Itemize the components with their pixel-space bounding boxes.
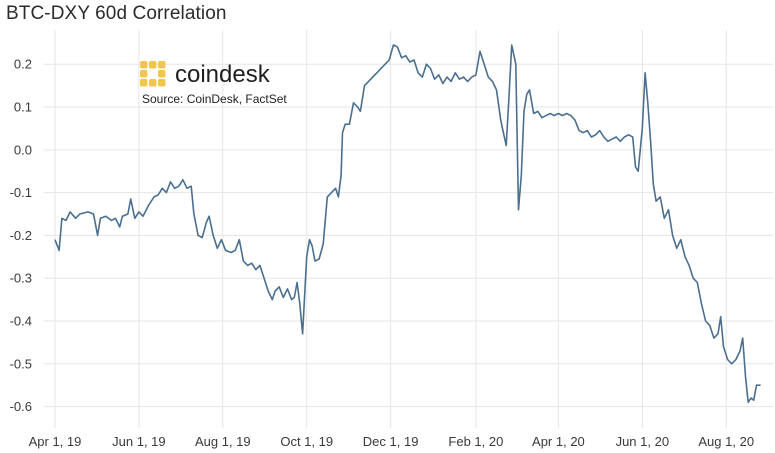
logo-square <box>158 79 166 87</box>
gridlines <box>44 30 773 428</box>
y-tick-label: 0.1 <box>14 100 32 115</box>
y-tick-label: -0.6 <box>10 399 32 414</box>
x-tick-label: Feb 1, 20 <box>448 434 503 449</box>
y-tick-label: 0.2 <box>14 57 32 72</box>
y-axis-tick-labels: 0.2 0.1 0.0 -0.1 -0.2 -0.3 -0.4 -0.5 -0.6 <box>10 57 32 414</box>
logo-square <box>149 79 157 87</box>
x-tick-label: Apr 1, 20 <box>532 434 585 449</box>
chart-title: BTC-DXY 60d Correlation <box>6 3 227 24</box>
coindesk-logo-icon <box>140 61 166 87</box>
x-tick-label: Dec 1, 19 <box>363 434 419 449</box>
coindesk-logo: coindesk <box>140 61 271 88</box>
series-line <box>54 44 761 404</box>
logo-square <box>158 70 166 78</box>
x-tick-label: Oct 1, 19 <box>280 434 333 449</box>
x-tick-label: Jun 1, 19 <box>112 434 166 449</box>
series-layer <box>54 44 761 404</box>
x-tick-label: Apr 1, 19 <box>29 434 82 449</box>
y-tick-label: 0.0 <box>14 142 32 157</box>
y-tick-label: -0.3 <box>10 271 32 286</box>
x-axis-tick-labels: Apr 1, 19 Jun 1, 19 Aug 1, 19 Oct 1, 19 Dec … <box>29 434 754 449</box>
x-tick-label: Aug 1, 19 <box>195 434 251 449</box>
x-tick-label: Jun 1, 20 <box>616 434 670 449</box>
logo-square <box>140 70 148 78</box>
source-note: Source: CoinDesk, FactSet <box>142 92 287 106</box>
logo-wordmark: coindesk <box>175 61 271 88</box>
y-tick-label: -0.4 <box>10 314 32 329</box>
y-tick-label: -0.5 <box>10 356 32 371</box>
logo-square <box>158 61 166 69</box>
x-tick-label: Aug 1, 20 <box>698 434 754 449</box>
y-tick-label: -0.1 <box>10 185 32 200</box>
logo-square <box>140 61 148 69</box>
logo-square <box>140 79 148 87</box>
logo-square <box>149 61 157 69</box>
y-tick-label: -0.2 <box>10 228 32 243</box>
